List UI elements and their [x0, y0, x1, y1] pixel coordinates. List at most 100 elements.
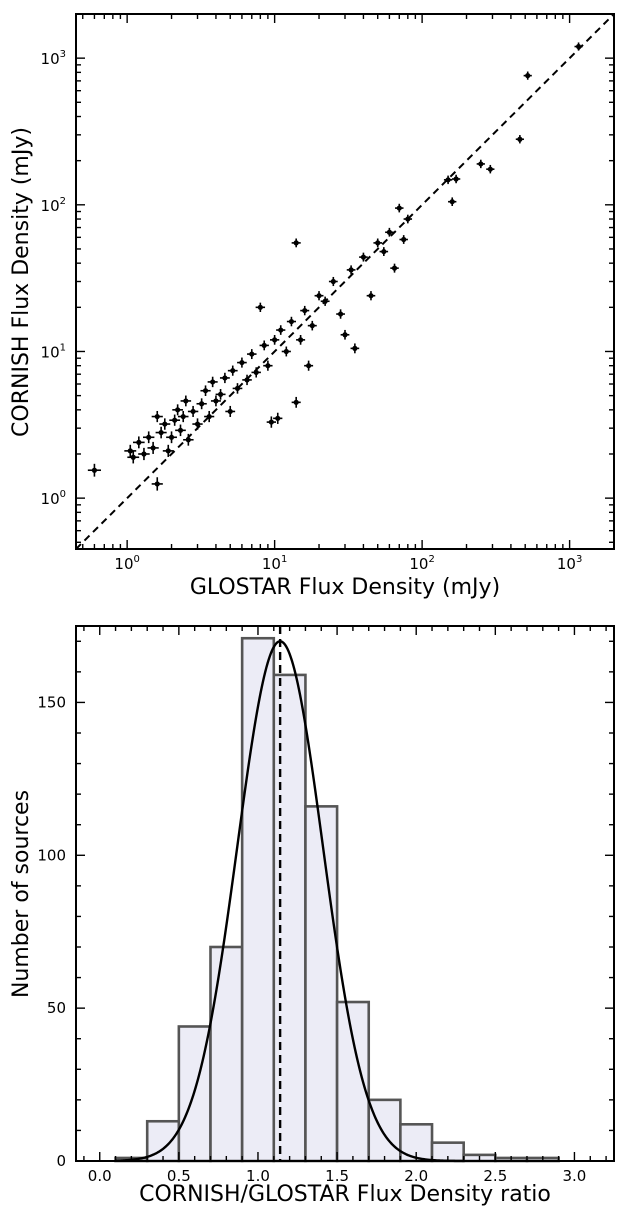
scatter-point — [210, 395, 221, 407]
scatter-point — [151, 410, 163, 423]
scatter-point — [151, 477, 163, 491]
histogram-bar — [367, 1098, 402, 1163]
scatter-x-tick-label: 102 — [409, 554, 434, 573]
scatter-x-label: GLOSTAR Flux Density (mJy) — [190, 575, 500, 600]
scatter-frame — [75, 13, 615, 550]
histogram-x-tick-label: 2.0 — [404, 1167, 428, 1185]
scatter-point — [403, 214, 413, 224]
scatter-point — [172, 404, 183, 416]
scatter-point — [187, 405, 199, 417]
scatter-y-label: CORNISH Flux Density (mJy) — [9, 127, 34, 437]
scatter-point — [304, 360, 314, 371]
histogram-x-tick-label: 0.5 — [167, 1167, 191, 1185]
scatter-point — [486, 164, 495, 174]
scatter-point — [448, 197, 457, 206]
scatter-point — [523, 71, 532, 80]
scatter-y-tick-label: 103 — [41, 49, 66, 68]
scatter-point — [515, 135, 524, 144]
histogram-y-tick-label: 150 — [37, 693, 66, 711]
scatter-point — [225, 405, 236, 417]
scatter-point — [276, 325, 286, 335]
scatter-point — [340, 329, 350, 340]
scatter-point — [196, 398, 207, 410]
scatter-x-tick-label: 100 — [114, 554, 139, 573]
scatter-point — [263, 360, 273, 371]
scatter-y-tick-label: 102 — [41, 196, 66, 215]
scatter-point — [399, 235, 408, 244]
scatter-point — [169, 414, 181, 426]
scatter-point — [207, 376, 218, 388]
scatter-y-tick-label: 101 — [41, 342, 66, 361]
scatter-point — [175, 424, 186, 437]
histogram-bar — [304, 805, 339, 1163]
scatter-point — [138, 447, 150, 461]
histogram-y-label: Number of sources — [9, 790, 34, 998]
scatter-point — [328, 276, 338, 287]
scatter-point — [385, 227, 394, 237]
scatter-point — [147, 441, 159, 454]
scatter-point — [286, 316, 296, 327]
scatter-point — [204, 410, 215, 423]
scatter-point — [259, 340, 269, 351]
histogram-bar — [209, 945, 244, 1163]
scatter-point — [132, 436, 145, 449]
scatter-point — [379, 247, 389, 256]
histogram-frame — [75, 625, 615, 1162]
scatter-chart: 100 101 102 103 100 101 102 103 GLOSTAR Flux De… — [9, 13, 615, 600]
scatter-point — [237, 357, 247, 368]
scatter-ticks: 100 101 102 103 100 101 102 103 — [41, 13, 615, 573]
histogram-y-tick-label: 0 — [56, 1152, 66, 1170]
scatter-point — [291, 238, 301, 248]
scatter-point — [215, 389, 226, 400]
histogram-x-tick-label: 0.0 — [88, 1167, 112, 1185]
scatter-point — [373, 238, 383, 248]
histogram-bar — [240, 636, 276, 1163]
scatter-point — [476, 159, 485, 169]
histogram-bar — [272, 673, 307, 1163]
scatter-point — [291, 396, 301, 408]
scatter-point — [227, 365, 238, 376]
scatter-point — [180, 395, 192, 407]
histogram-y-tick-label: 50 — [47, 999, 66, 1017]
scatter-point — [336, 309, 345, 319]
scatter-point — [162, 444, 174, 457]
scatter-point — [266, 416, 276, 428]
scatter-point — [87, 463, 102, 477]
scatter-point — [390, 263, 399, 273]
histogram-x-tick-label: 2.5 — [483, 1167, 507, 1185]
histogram-ticks: 0.0 0.5 1.0 1.5 2.0 2.5 3.0 0 50 100 150 — [37, 626, 614, 1185]
scatter-point — [307, 320, 317, 331]
scatter-point — [574, 42, 583, 51]
scatter-point — [443, 175, 453, 185]
scatter-y-tick-label: 100 — [41, 489, 66, 508]
scatter-point — [296, 334, 306, 345]
scatter-point — [242, 374, 252, 386]
scatter-point — [451, 174, 461, 184]
scatter-point — [166, 431, 177, 444]
one-to-one-line — [76, 14, 614, 549]
scatter-point — [192, 418, 203, 430]
scatter-point — [247, 349, 257, 360]
scatter-point — [395, 203, 404, 213]
scatter-point — [143, 431, 155, 444]
scatter-point — [269, 334, 280, 345]
scatter-point — [232, 383, 243, 394]
histogram-y-tick-label: 100 — [37, 846, 66, 864]
gaussian-fit-curve — [115, 640, 464, 1163]
scatter-point — [255, 302, 266, 312]
histogram-plot-area — [114, 626, 560, 1163]
scatter-point — [300, 305, 310, 316]
histogram-x-tick-label: 1.0 — [246, 1167, 270, 1185]
scatter-point — [177, 410, 189, 423]
histogram-x-label: CORNISH/GLOSTAR Flux Density ratio — [139, 1182, 551, 1207]
scatter-point — [251, 367, 261, 378]
scatter-point — [273, 412, 283, 424]
scatter-point — [359, 252, 368, 262]
scatter-point — [219, 372, 230, 384]
histogram-x-tick-label: 3.0 — [563, 1167, 587, 1185]
histogram-chart: 0.0 0.5 1.0 1.5 2.0 2.5 3.0 0 50 100 150 CORNISH/G… — [9, 625, 615, 1207]
scatter-point — [127, 451, 140, 464]
scatter-x-tick-label: 103 — [557, 554, 582, 573]
scatter-point — [159, 418, 171, 430]
